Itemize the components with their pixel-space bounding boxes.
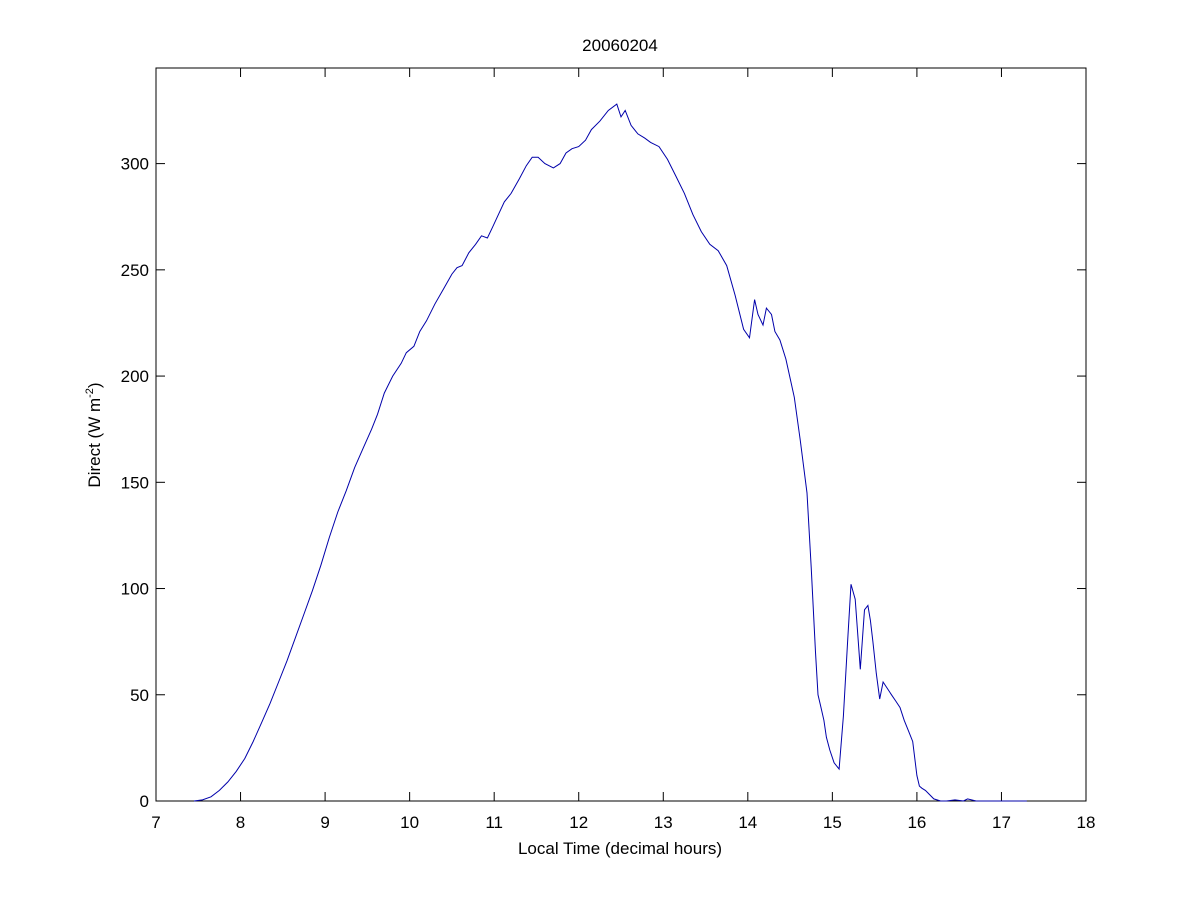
y-axis-label-main: Direct (W m <box>85 398 104 488</box>
y-axis-label: Direct (W m-2) <box>84 382 104 487</box>
y-axis-label-close: ) <box>85 382 104 388</box>
x-axis-label: Local Time (decimal hours) <box>518 839 722 858</box>
chart-title: 20060204 <box>582 36 658 55</box>
x-tick-label: 15 <box>823 813 842 832</box>
x-tick-label: 14 <box>738 813 757 832</box>
axes-box <box>155 67 1087 802</box>
series-line <box>193 103 1027 802</box>
y-tick-label: 50 <box>130 686 149 705</box>
x-tick-label: 7 <box>151 813 160 832</box>
x-tick-label: 18 <box>1077 813 1096 832</box>
x-tick-label: 13 <box>654 813 673 832</box>
y-tick-label: 300 <box>121 155 149 174</box>
y-axis-label-superscript: -2 <box>84 388 96 398</box>
y-tick-label: 250 <box>121 261 149 280</box>
x-tick-label: 17 <box>992 813 1011 832</box>
y-tick-label: 100 <box>121 580 149 599</box>
y-tick-label: 150 <box>121 473 149 492</box>
x-tick-label: 11 <box>485 813 503 832</box>
x-tick-label: 10 <box>400 813 419 832</box>
x-tick-label: 12 <box>569 813 588 832</box>
y-tick-label: 200 <box>121 367 149 386</box>
x-tick-label: 16 <box>907 813 926 832</box>
ticks: 7 8 9 10 11 12 13 14 15 16 17 18 0 50 100 150 200 250 300 <box>121 68 1096 832</box>
y-tick-label: 0 <box>140 792 149 811</box>
plot-area <box>155 67 1087 802</box>
x-tick-label: 8 <box>236 813 245 832</box>
x-tick-label: 9 <box>320 813 329 832</box>
